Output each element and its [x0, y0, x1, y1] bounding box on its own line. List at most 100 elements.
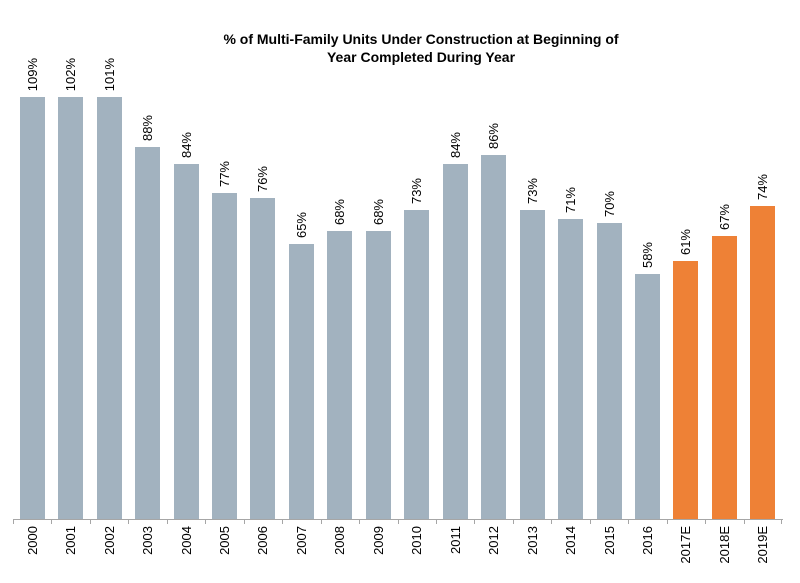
bar-group-2010: 73% [398, 58, 436, 519]
x-axis-label-cell: 2004 [167, 526, 205, 576]
x-axis-tick [551, 519, 553, 524]
x-axis-label-cell: 2007 [282, 526, 320, 576]
bar-value-label: 76% [255, 165, 271, 192]
x-axis-tick [628, 519, 630, 524]
bar-value-label: 67% [716, 203, 732, 230]
x-axis-tick-label: 2007 [293, 526, 309, 555]
x-axis-tick [435, 519, 437, 524]
x-axis-label-cell: 2003 [128, 526, 166, 576]
bar-value-label: 102% [63, 58, 79, 92]
bar-group-2012: 86% [474, 58, 512, 519]
x-axis-tick-label: 2003 [140, 526, 156, 555]
x-axis-tick [128, 519, 130, 524]
bar-value-label: 58% [639, 241, 655, 268]
bar-value-label: 68% [370, 198, 386, 225]
bar-value-label: 84% [178, 131, 194, 158]
x-axis-label-cell: 2018E [705, 526, 743, 576]
x-axis-tick [589, 519, 591, 524]
x-axis-tick-label: 2001 [63, 526, 79, 555]
x-axis-tick-label: 2019E [755, 526, 771, 564]
bar-group-2000: 109% [13, 58, 51, 519]
bar [173, 164, 199, 519]
bar-value-label: 71% [563, 186, 579, 213]
x-axis-label-cell: 2010 [398, 526, 436, 576]
x-axis-tick [282, 519, 284, 524]
x-axis-label-cell: 2011 [436, 526, 474, 576]
bar-value-label: 61% [678, 228, 694, 255]
bar-value-label: 109% [24, 58, 40, 92]
x-axis-tick [705, 519, 707, 524]
x-axis-label-cell: 2000 [13, 526, 51, 576]
bar [135, 147, 161, 519]
bar-group-2003: 88% [128, 58, 166, 519]
x-axis-label-cell: 2012 [474, 526, 512, 576]
x-axis-label-cell: 2013 [513, 526, 551, 576]
x-axis-tick [13, 519, 14, 524]
bar-group-2008: 68% [321, 58, 359, 519]
x-axis-label-cell: 2005 [205, 526, 243, 576]
x-axis-tick-label: 2014 [563, 526, 579, 555]
x-axis-tick-label: 2005 [216, 526, 232, 555]
x-axis-tick-label: 2006 [255, 526, 271, 555]
bar-group-2017E: 61% [667, 58, 705, 519]
bar-group-2014: 71% [551, 58, 589, 519]
x-axis-tick-label: 2011 [447, 526, 463, 554]
x-axis-label-cell: 2001 [51, 526, 89, 576]
chart-title: % of Multi-Family Units Under Constructi… [42, 30, 800, 66]
x-axis-label-cell: 2006 [244, 526, 282, 576]
bar-value-label: 86% [486, 122, 502, 149]
bar-group-2004: 84% [167, 58, 205, 519]
x-axis-tick-label: 2013 [524, 526, 540, 555]
x-axis-label-cell: 2002 [90, 526, 128, 576]
bar-group-2007: 65% [282, 58, 320, 519]
bar [558, 219, 584, 519]
bar-value-label: 101% [101, 58, 117, 92]
x-axis-tick [781, 519, 782, 524]
x-axis-tick [512, 519, 514, 524]
x-axis-tick-label: 2000 [24, 526, 40, 555]
bar [673, 261, 699, 519]
bar-group-2018E: 67% [705, 58, 743, 519]
x-axis-tick-label: 2017E [678, 526, 694, 564]
bar [211, 193, 237, 519]
x-axis-tick [666, 519, 668, 524]
bar [365, 231, 391, 519]
bar [519, 210, 545, 519]
x-axis-tick [89, 519, 91, 524]
x-axis-label-cell: 2008 [321, 526, 359, 576]
x-axis-labels: 2000 2001 2002 2003 2004 2005 2006 2007 2008 2009… [13, 526, 782, 576]
x-axis-tick [166, 519, 168, 524]
bar [596, 223, 622, 519]
bar-value-label: 84% [447, 131, 463, 158]
plot-area: 109% 102% 101% 88% 84% 77% 76% 65% 68% 68% 73% 84% 8… [13, 58, 782, 519]
bar-value-label: 73% [524, 177, 540, 204]
bar [634, 274, 660, 519]
bar [442, 164, 468, 519]
x-axis-tick [243, 519, 245, 524]
x-axis-tick [397, 519, 399, 524]
bar [96, 97, 122, 519]
x-axis-tick-label: 2009 [370, 526, 386, 555]
x-axis-tick-label: 2010 [409, 526, 425, 555]
bar [327, 231, 353, 519]
x-axis-label-cell: 2016 [628, 526, 666, 576]
x-axis-label-cell: 2017E [667, 526, 705, 576]
bar-group-2002: 101% [90, 58, 128, 519]
bar-value-label: 77% [216, 160, 232, 187]
bar-value-label: 70% [601, 190, 617, 217]
bar-group-2001: 102% [51, 58, 89, 519]
bar-value-label: 65% [293, 211, 309, 238]
bar-value-label: 73% [409, 177, 425, 204]
bar [250, 198, 276, 519]
bar-group-2016: 58% [628, 58, 666, 519]
bar-group-2011: 84% [436, 58, 474, 519]
bar [58, 97, 84, 519]
chart-title-line-2: Year Completed During Year [326, 49, 516, 65]
x-axis-label-cell: 2019E [744, 526, 782, 576]
x-axis-tick [743, 519, 745, 524]
x-axis-tick-label: 2012 [486, 526, 502, 555]
bar [19, 97, 45, 519]
x-axis-label-cell: 2014 [551, 526, 589, 576]
x-axis-tick-label: 2004 [178, 526, 194, 555]
